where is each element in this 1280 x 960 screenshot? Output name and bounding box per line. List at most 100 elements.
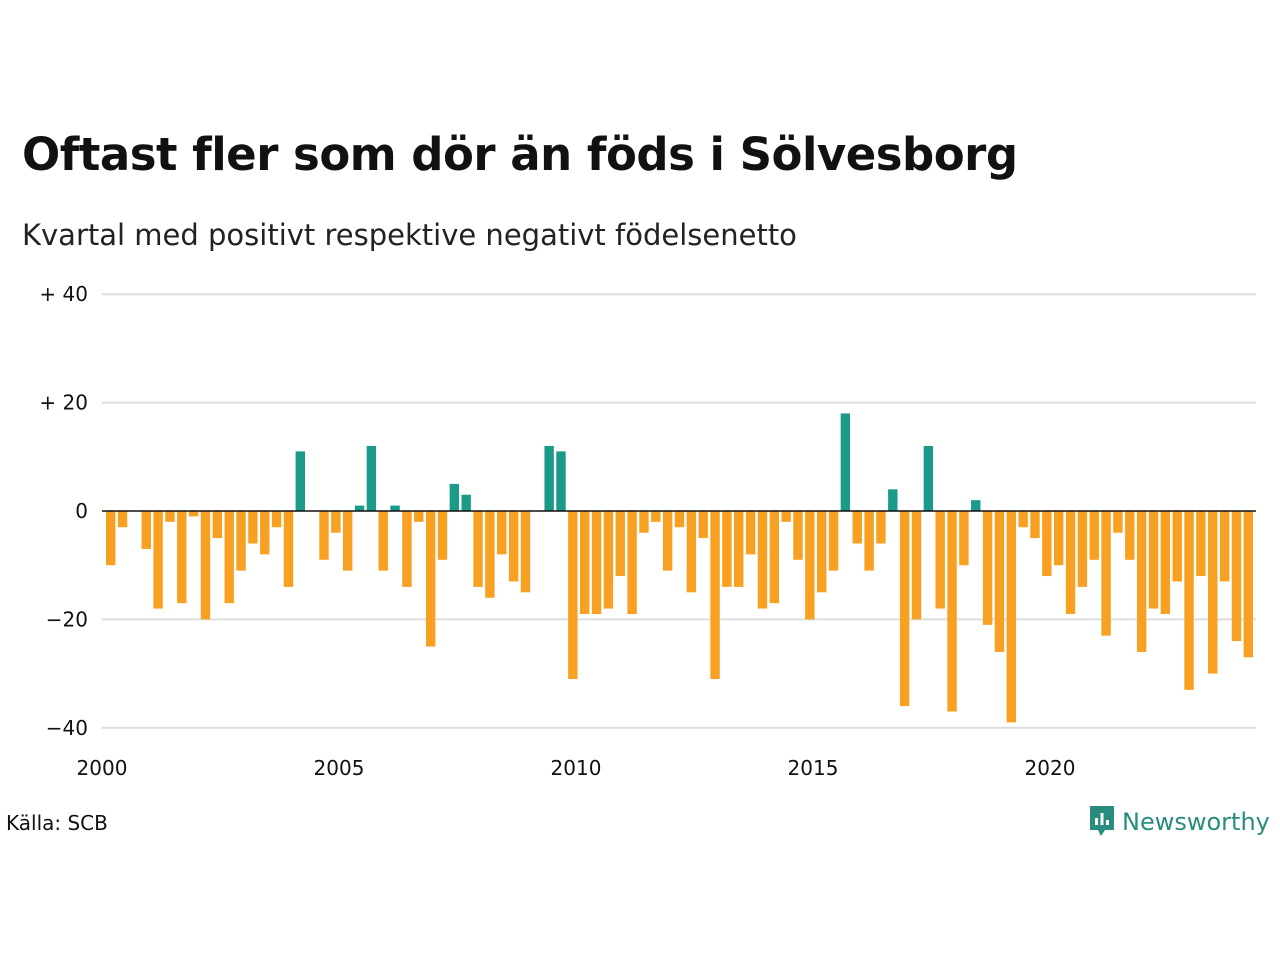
bar [923, 445, 934, 511]
bar [461, 494, 471, 511]
bar [769, 511, 779, 604]
y-tick-label: + 20 [39, 391, 88, 415]
bar [485, 511, 495, 598]
bar [117, 511, 128, 528]
bar [947, 511, 957, 712]
bar [734, 511, 744, 587]
bar [674, 511, 685, 528]
bar [757, 511, 768, 609]
bar [686, 511, 697, 593]
bar [568, 511, 578, 680]
brand-name: Newsworthy [1122, 808, 1270, 836]
newsworthy-logo-icon [1090, 806, 1114, 836]
bar-chart: + 40 + 20 0 −20 −40 2000 2005 2010 2015 2020 [39, 282, 1256, 780]
y-tick-label: −20 [46, 607, 88, 631]
bar [165, 511, 175, 522]
bar [556, 451, 566, 511]
bar [1196, 511, 1206, 577]
bar [343, 511, 353, 571]
bar [319, 511, 329, 560]
bar [1148, 511, 1159, 609]
bar [888, 489, 898, 511]
bar [971, 500, 981, 511]
bar [1006, 511, 1016, 723]
chart-subtitle: Kvartal med positivt respektive negativt… [22, 218, 797, 252]
bar [662, 511, 673, 571]
bar [366, 445, 377, 511]
bar [260, 511, 270, 555]
x-tick-label: 2010 [551, 756, 602, 780]
bar [1219, 511, 1230, 582]
bar [639, 511, 649, 533]
bar [106, 511, 116, 566]
bar [1184, 511, 1194, 690]
bar [603, 511, 614, 609]
bar [627, 511, 637, 614]
bar [1089, 511, 1099, 560]
bar [899, 511, 910, 707]
bar [236, 511, 246, 571]
bar [1243, 511, 1253, 658]
bar [354, 505, 365, 511]
bar [1101, 511, 1111, 636]
bar [544, 445, 554, 511]
bar [817, 511, 827, 593]
bar [1136, 511, 1147, 652]
bar [1208, 511, 1218, 674]
x-tick-label: 2015 [788, 756, 839, 780]
y-tick-label: −40 [46, 716, 88, 740]
bar [1042, 511, 1052, 577]
bar [378, 511, 388, 571]
bar [414, 511, 424, 522]
bar [520, 511, 531, 593]
bar [1030, 511, 1040, 539]
bar [437, 511, 448, 560]
bar [852, 511, 862, 544]
bar [698, 511, 708, 539]
bar [390, 505, 400, 511]
bar [935, 511, 945, 609]
bar [994, 511, 1005, 652]
bar [283, 511, 294, 587]
x-tick-label: 2020 [1025, 756, 1076, 780]
bar [828, 511, 839, 571]
bar [722, 511, 732, 587]
bar [200, 511, 211, 620]
bar [473, 511, 483, 587]
bar [864, 511, 874, 571]
bar [793, 511, 803, 560]
bar [1125, 511, 1135, 560]
bar [1077, 511, 1088, 587]
source-note: Källa: SCB [6, 811, 108, 835]
bar [449, 483, 460, 511]
bar [497, 511, 507, 555]
bar [781, 511, 791, 522]
y-tick-label: + 40 [39, 282, 88, 306]
bar [959, 511, 969, 566]
bar [1231, 511, 1242, 642]
bar [141, 511, 151, 549]
y-tick-label: 0 [75, 499, 88, 523]
bar [580, 511, 590, 614]
bar [591, 511, 602, 614]
brand[interactable]: Newsworthy [1088, 804, 1270, 840]
bar [248, 511, 258, 544]
bar [982, 511, 993, 625]
bar [1113, 511, 1123, 533]
bar [1172, 511, 1182, 582]
bar [331, 511, 341, 533]
bar [212, 511, 223, 539]
x-tick-label: 2005 [314, 756, 365, 780]
bar [402, 511, 412, 587]
bar [295, 451, 305, 511]
bar [188, 511, 199, 517]
bar [1018, 511, 1028, 528]
bar [1065, 511, 1076, 614]
bar [911, 511, 922, 620]
bar [876, 511, 886, 544]
bar [710, 511, 720, 680]
bar [651, 511, 661, 522]
x-tick-label: 2000 [77, 756, 128, 780]
bar [745, 511, 756, 555]
bar [224, 511, 234, 604]
